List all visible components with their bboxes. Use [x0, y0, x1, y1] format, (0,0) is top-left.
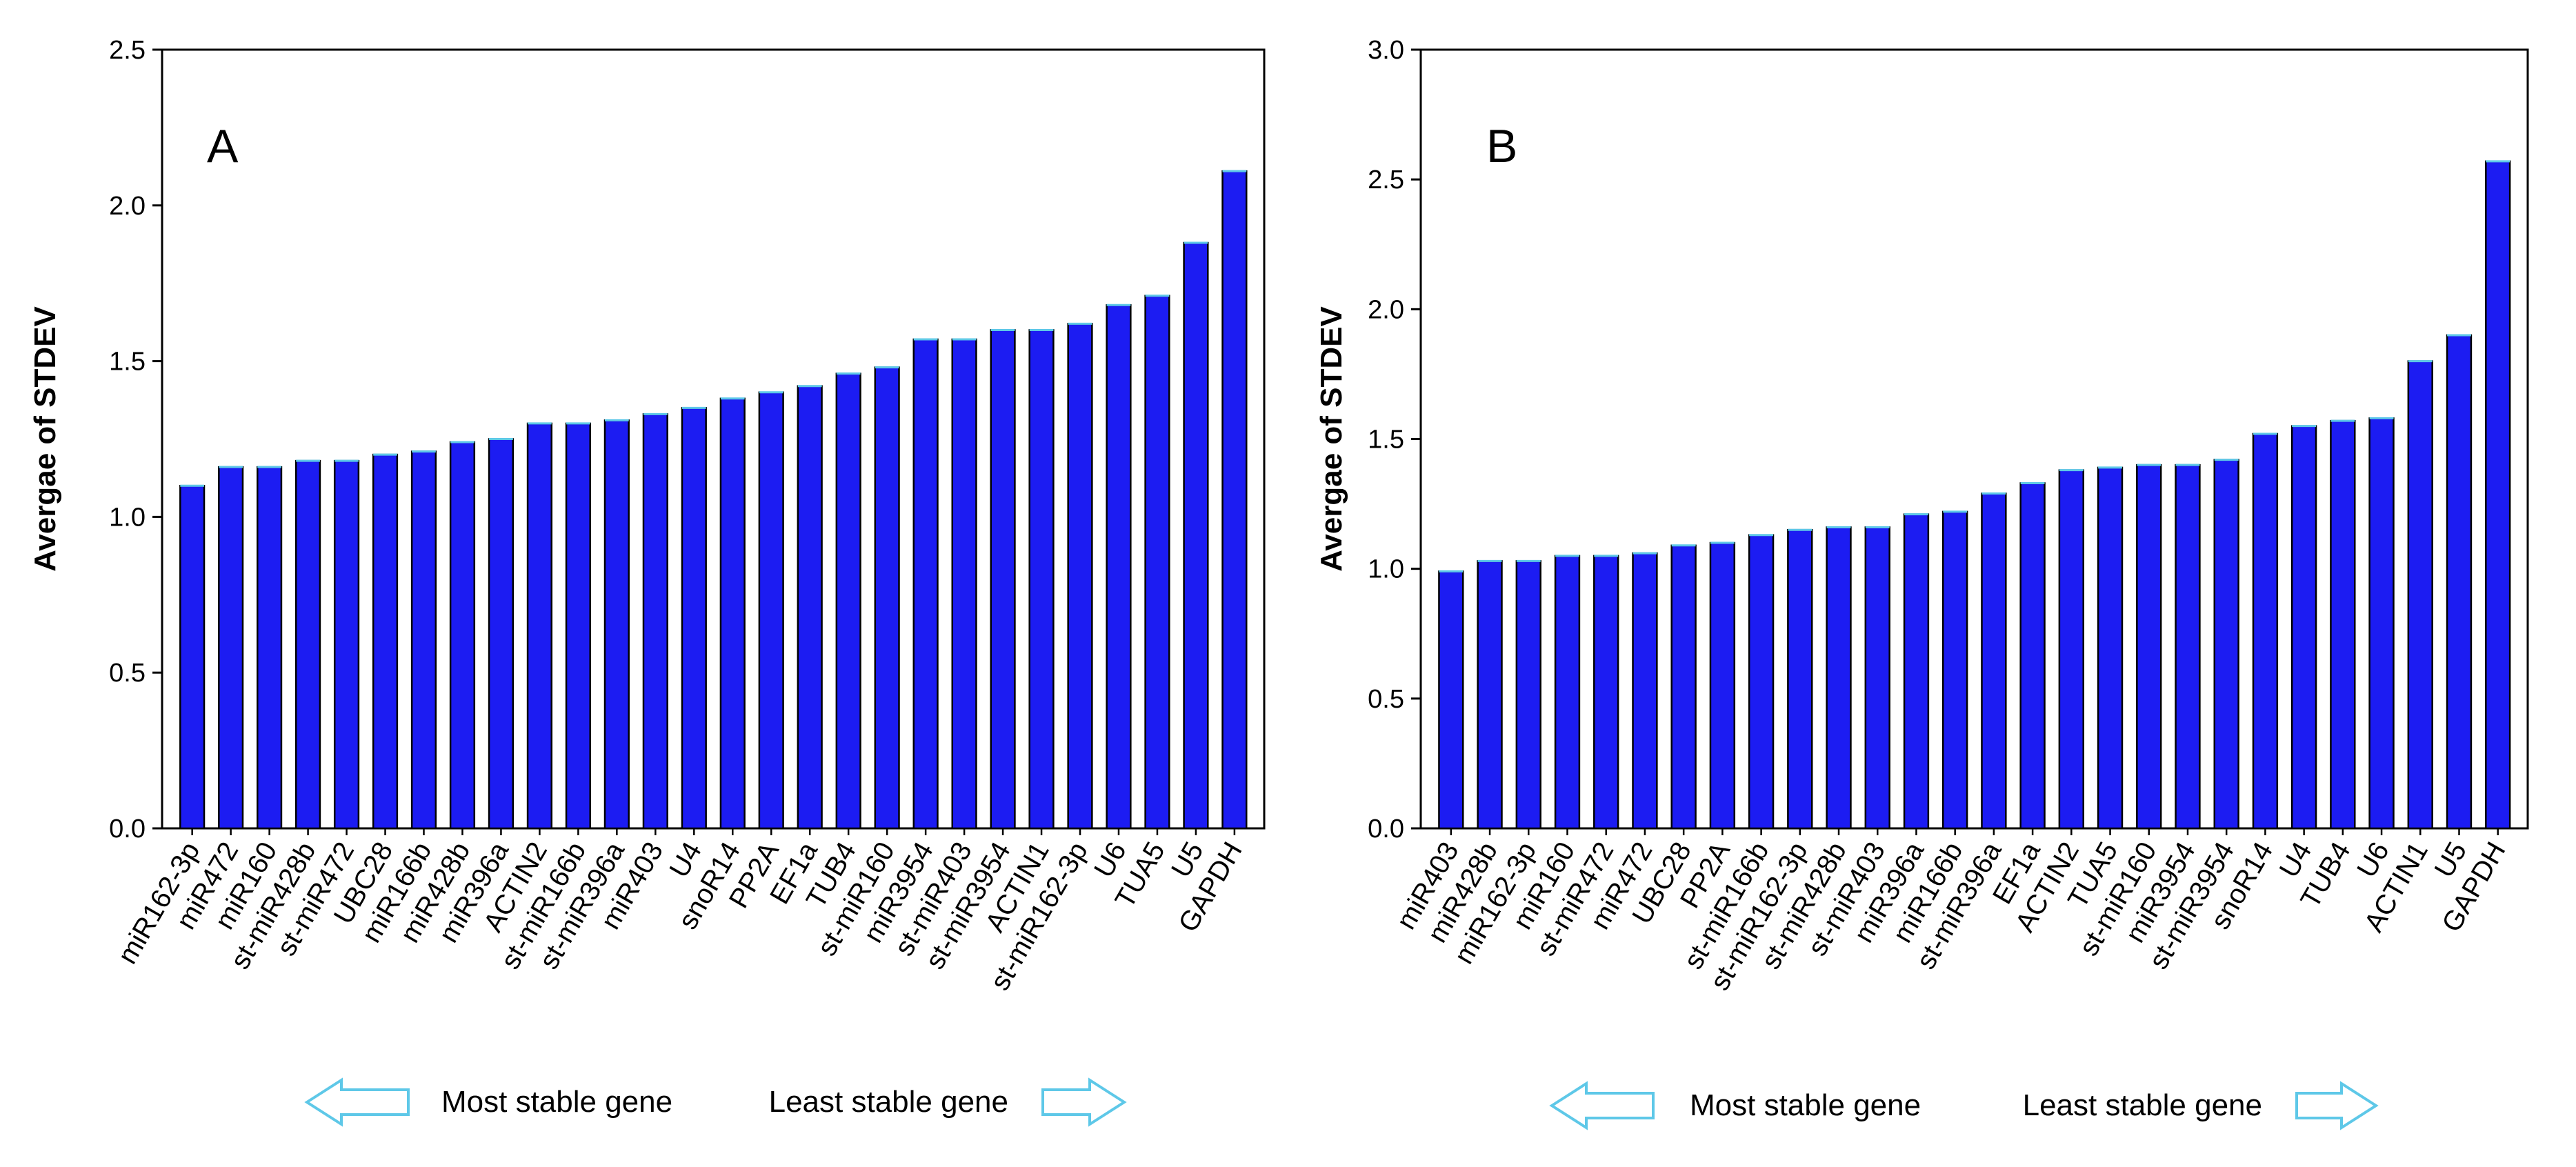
stability-legend: Most stable gene Least stable gene — [1549, 1081, 2379, 1130]
legend-most-stable: Most stable gene — [1690, 1088, 1921, 1122]
y-tick-label: 2.5 — [1368, 166, 1404, 194]
bar — [218, 466, 244, 830]
bar — [1028, 329, 1055, 830]
left-arrow-icon — [304, 1077, 410, 1127]
y-tick-label: 0.0 — [1368, 815, 1404, 844]
bar — [1941, 510, 1968, 830]
y-axis-label: Avergae of STDEV — [28, 306, 62, 572]
y-tick-label: 0.0 — [109, 815, 146, 844]
bar — [1477, 560, 1503, 830]
bar — [2290, 425, 2317, 830]
bar — [1787, 528, 1813, 830]
bar — [758, 391, 784, 830]
y-axis-label: Avergae of STDEV — [1315, 306, 1348, 572]
bar — [2407, 360, 2433, 830]
bar — [1144, 295, 1170, 830]
bar — [642, 413, 668, 830]
bar — [1903, 513, 1930, 830]
bar — [681, 407, 707, 830]
bar — [410, 450, 437, 830]
bar — [2252, 432, 2279, 830]
y-tick-label: 3.0 — [1368, 36, 1404, 65]
legend-most-stable: Most stable gene — [441, 1085, 672, 1119]
bar — [294, 459, 321, 830]
y-tick-label: 0.5 — [109, 659, 146, 688]
bar — [1183, 241, 1209, 830]
y-tick-label: 2.5 — [109, 36, 146, 65]
bar — [1748, 534, 1775, 830]
bar — [2175, 463, 2201, 830]
bar — [372, 453, 399, 830]
left-arrow-icon — [1549, 1081, 1655, 1130]
bar — [2097, 466, 2124, 830]
bar — [874, 366, 900, 830]
y-tick-label: 1.5 — [1368, 426, 1404, 455]
bar — [1106, 304, 1132, 830]
plot-frame — [1419, 48, 2529, 830]
bar — [179, 484, 206, 830]
bar — [333, 459, 360, 830]
bar — [835, 372, 861, 830]
legend-least-stable: Least stable gene — [769, 1085, 1008, 1119]
bar — [1515, 560, 1541, 830]
bar — [2330, 419, 2356, 830]
bar — [2136, 463, 2162, 830]
bar — [2019, 482, 2046, 830]
bar — [2368, 417, 2395, 830]
y-tick-label: 1.0 — [1368, 555, 1404, 584]
bar — [1709, 541, 1736, 830]
bar — [797, 385, 823, 830]
bar — [2058, 469, 2085, 830]
bar — [2485, 160, 2511, 830]
bar — [257, 466, 283, 830]
stability-legend: Most stable gene Least stable gene — [304, 1077, 1127, 1127]
right-arrow-icon — [1041, 1077, 1127, 1127]
y-tick-label: 2.0 — [109, 192, 146, 221]
bar — [1864, 526, 1890, 830]
bar — [1981, 492, 2007, 830]
y-tick-label: 1.0 — [109, 503, 146, 532]
panel-letter: B — [1486, 120, 1517, 172]
plot-frame — [161, 48, 1266, 830]
panel-letter: A — [207, 120, 239, 172]
bar — [2446, 334, 2473, 830]
right-arrow-icon — [2295, 1081, 2379, 1130]
bar — [449, 441, 476, 830]
bar — [1670, 544, 1697, 830]
bar — [1593, 555, 1619, 830]
bar — [912, 338, 939, 830]
bar — [990, 329, 1016, 830]
bar — [565, 422, 591, 830]
bar — [526, 422, 553, 830]
bar — [488, 438, 515, 830]
y-tick-label: 2.0 — [1368, 295, 1404, 324]
bar — [951, 338, 977, 830]
bar — [1221, 170, 1248, 830]
y-tick-label: 1.5 — [109, 348, 146, 377]
bar — [2213, 459, 2239, 830]
legend-least-stable: Least stable gene — [2023, 1088, 2262, 1122]
bar — [1067, 323, 1093, 830]
bar — [719, 397, 746, 830]
bar — [1632, 552, 1658, 830]
y-tick-label: 0.5 — [1368, 685, 1404, 714]
bar — [1438, 570, 1464, 830]
bar — [1554, 555, 1581, 830]
bar — [603, 419, 630, 830]
bar — [1826, 526, 1852, 830]
